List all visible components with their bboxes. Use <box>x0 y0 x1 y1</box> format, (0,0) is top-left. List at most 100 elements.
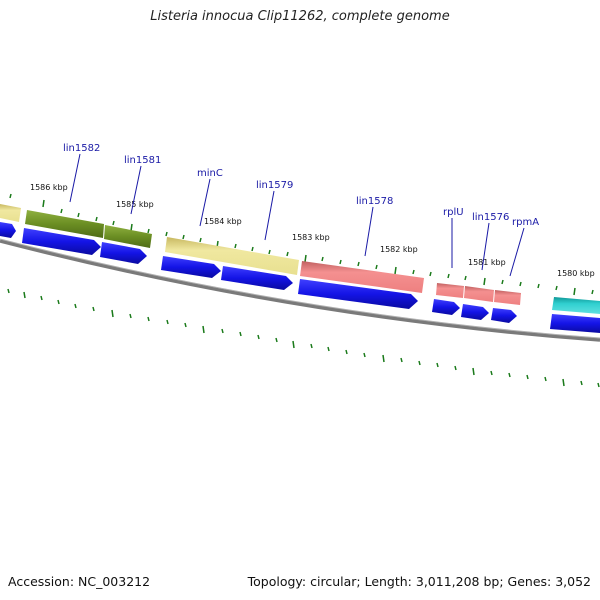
cds-arrow <box>298 279 418 309</box>
tick-mark <box>42 199 45 208</box>
tick-mark <box>234 243 237 249</box>
tick-mark <box>580 380 583 386</box>
tick-mark <box>147 228 150 234</box>
tick-mark <box>544 376 547 382</box>
cds-arrow <box>550 314 600 333</box>
tick-mark <box>239 331 242 337</box>
tick-mark <box>508 372 511 378</box>
kbp-label: 1580 kbp <box>557 269 595 278</box>
gene-label-lin1581: lin1581 <box>124 155 161 166</box>
leader-line <box>481 222 490 271</box>
tick-mark <box>268 249 271 255</box>
tick-mark <box>519 281 522 287</box>
cds-arrow <box>491 308 517 323</box>
tick-mark <box>202 325 205 334</box>
tick-mark <box>501 279 504 285</box>
map-title: Listeria innocua Clip11262, complete gen… <box>150 9 450 24</box>
tick-mark <box>597 382 600 388</box>
genome-summary-text: Topology: circular; Length: 3,011,208 bp… <box>247 574 591 589</box>
leader-line <box>69 153 81 203</box>
tick-mark <box>57 299 60 305</box>
gene-leader-lines <box>69 153 525 277</box>
tick-mark <box>573 287 576 296</box>
accession-text: Accession: NC_003212 <box>8 574 151 589</box>
genome-backbone-highlight <box>0 238 600 339</box>
kbp-label: 1586 kbp <box>30 183 68 192</box>
tick-mark <box>375 264 378 270</box>
tick-mark <box>74 303 77 309</box>
tick-mark <box>447 273 450 279</box>
tick-mark <box>165 231 168 237</box>
cds-arrow <box>161 256 221 278</box>
tick-mark <box>95 216 98 222</box>
tick-mark <box>77 212 80 218</box>
feature-band-teal <box>552 297 600 314</box>
kbp-label: 1585 kbp <box>116 200 154 209</box>
tick-mark <box>221 328 224 334</box>
gene-label-lin1582: lin1582 <box>63 143 100 154</box>
feature-band-salmon-lin1578 <box>300 261 424 293</box>
tick-mark <box>483 277 486 286</box>
gene-label-minC: minC <box>197 168 223 179</box>
cds-arrow <box>22 228 101 255</box>
cds-arrow <box>0 222 16 238</box>
cds-arrow <box>461 304 489 320</box>
tick-mark <box>429 271 432 277</box>
tick-mark <box>40 295 43 301</box>
kbp-labels: 1586 kbp 1585 kbp 1584 kbp 1583 kbp 1582… <box>30 183 595 278</box>
kbp-label: 1581 kbp <box>468 258 506 267</box>
kbp-label: 1584 kbp <box>204 217 242 226</box>
tick-mark <box>275 337 278 343</box>
tick-mark <box>345 349 348 355</box>
feature-band-salmon-rplU <box>436 283 464 298</box>
tick-mark <box>394 266 397 275</box>
tick-mark <box>400 357 403 363</box>
tick-mark <box>286 251 289 257</box>
leader-line <box>130 165 142 215</box>
tick-mark <box>92 306 95 312</box>
tick-mark <box>251 246 254 252</box>
leader-line <box>199 178 211 227</box>
cds-arrow <box>221 266 293 290</box>
tick-mark <box>130 223 133 232</box>
tick-mark <box>9 193 12 199</box>
tick-mark <box>591 289 594 295</box>
gene-label-lin1576: lin1576 <box>472 212 509 223</box>
tick-mark <box>490 370 493 376</box>
tick-mark <box>112 220 115 226</box>
tick-mark <box>7 288 10 294</box>
tick-mark <box>464 275 467 281</box>
tick-mark <box>526 374 529 380</box>
gene-label-rplU: rplU <box>443 207 464 218</box>
inner-tick-track <box>7 288 600 388</box>
kbp-label: 1583 kbp <box>292 233 330 242</box>
tick-mark <box>382 354 385 363</box>
tick-mark <box>472 367 475 376</box>
cds-arrows <box>0 222 600 333</box>
tick-mark <box>327 346 330 352</box>
tick-mark <box>23 291 26 299</box>
tick-mark <box>304 254 307 263</box>
gene-labels: lin1582 lin1581 minC lin1579 lin1578 rpl… <box>63 143 539 228</box>
cds-arrow <box>100 242 147 264</box>
gene-label-lin1578: lin1578 <box>356 196 393 207</box>
tick-mark <box>436 362 439 368</box>
genome-backbone <box>0 239 600 342</box>
tick-mark <box>199 237 202 243</box>
leader-line <box>509 227 525 277</box>
tick-mark <box>182 234 185 240</box>
feature-band-khaki-left <box>0 204 21 222</box>
tick-mark <box>310 343 313 349</box>
leader-line <box>364 206 374 257</box>
tick-mark <box>555 285 558 291</box>
tick-mark <box>363 352 366 358</box>
feature-band-salmon-rpmA <box>494 290 521 305</box>
tick-mark <box>562 378 565 387</box>
tick-mark <box>339 259 342 265</box>
tick-mark <box>257 334 260 340</box>
tick-mark <box>357 261 360 267</box>
tick-mark <box>184 322 187 328</box>
gene-label-lin1579: lin1579 <box>256 180 293 191</box>
tick-mark <box>412 269 415 275</box>
feature-bands <box>0 204 600 314</box>
